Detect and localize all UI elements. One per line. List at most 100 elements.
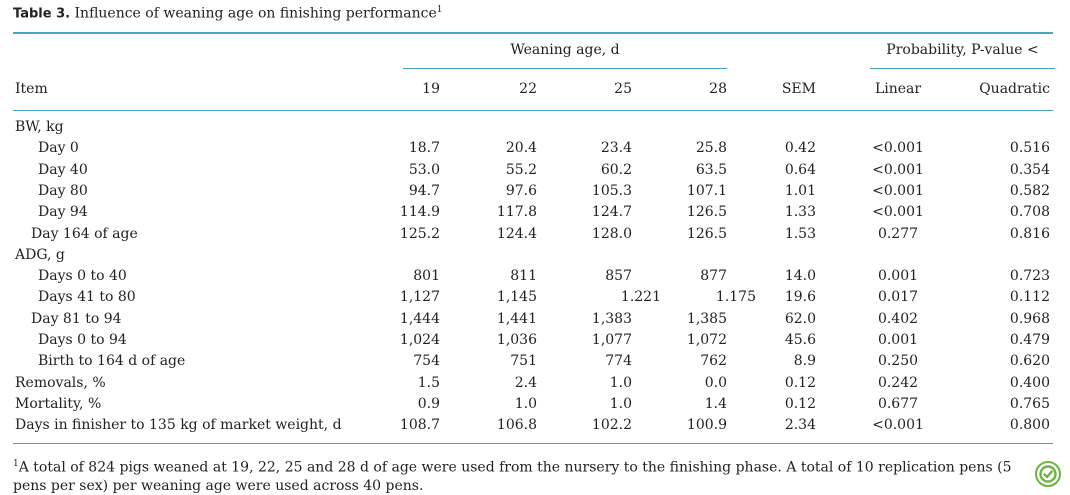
cell-col-quadratic: 0.516: [1009, 140, 1050, 157]
cell-col-19: 0.9: [417, 395, 440, 412]
header-col-sem: SEM: [781, 81, 816, 97]
cell-col-linear: 0.001: [877, 332, 919, 348]
cell-col-28: 107.1: [686, 182, 727, 199]
header-col-linear: Linear: [874, 81, 922, 97]
cell-col-28: 126.5: [686, 225, 727, 242]
cell-col-25: 1.0: [609, 374, 632, 391]
row-label: Day 80: [38, 182, 88, 199]
cell-col-quadratic: 0.400: [1009, 374, 1050, 391]
cell-col-28: 1,385: [686, 310, 727, 327]
row-label: Day 0: [38, 140, 79, 157]
table-footnote: 1A total of 824 pigs weaned at 19, 22, 2…: [13, 455, 1023, 495]
cell-col-19: 18.7: [408, 140, 440, 157]
cell-col-19: 1,444: [399, 310, 440, 327]
cell-col-linear: 0.001: [877, 268, 919, 285]
cell-col-sem: 1.53: [784, 225, 816, 242]
cell-col-quadratic: 0.800: [1009, 417, 1050, 434]
cell-col-25: 105.3: [591, 182, 632, 199]
cell-col-22: 55.2: [505, 161, 537, 178]
row-label: ADG, g: [15, 246, 65, 263]
row-label: Day 164 of age: [31, 225, 138, 242]
cell-col-sem: 0.64: [784, 161, 816, 178]
header-group-probability: Probability, P-value <: [886, 42, 1039, 58]
cell-col-quadratic: 0.765: [1009, 395, 1050, 412]
cell-col-22: 811: [510, 268, 537, 285]
cell-col-19: 1,024: [399, 332, 440, 348]
cell-col-22: 1,036: [496, 332, 537, 348]
cell-col-quadratic: 0.582: [1009, 182, 1050, 199]
cell-col-25: 102.2: [591, 417, 632, 434]
cell-col-19: 801: [413, 268, 440, 285]
cell-col-19: 108.7: [399, 417, 440, 434]
cell-col-28: 762: [700, 353, 727, 370]
cell-col-linear: 0.277: [877, 225, 919, 242]
cell-col-19: 94.7: [408, 182, 440, 199]
cell-col-25: 857: [605, 268, 632, 285]
open-access-badge-icon[interactable]: [1035, 461, 1061, 487]
cell-col-linear: <0.001: [872, 417, 924, 434]
row-label: BW, kg: [15, 119, 64, 135]
header-span-rule-probability: [870, 68, 1055, 69]
cell-col-25: 128.0: [591, 225, 632, 242]
footnote-mark: 1: [13, 459, 19, 469]
cell-col-sem: 0.12: [784, 374, 816, 391]
cell-col-sem: 19.6: [784, 289, 816, 306]
cell-col-22: 751: [510, 353, 537, 370]
cell-col-quadratic: 0.968: [1009, 310, 1050, 327]
cell-col-linear: 0.242: [877, 374, 919, 391]
cell-col-25: 60.2: [600, 161, 632, 178]
cell-col-sem: 14.0: [784, 268, 816, 285]
cell-col-sem: 0.42: [784, 140, 816, 157]
cell-col-19: 754: [413, 353, 440, 370]
cell-col-28: 1.4: [704, 395, 727, 412]
cell-col-28: 1,072: [686, 332, 727, 348]
header-col-25: 25: [614, 81, 632, 97]
cell-col-19: 1,127: [399, 289, 440, 306]
cell-col-22: 97.6: [505, 182, 537, 199]
cell-col-linear: 0.677: [877, 395, 919, 412]
cell-col-sem: 45.6: [784, 332, 816, 348]
cell-col-quadratic: 0.816: [1009, 225, 1050, 242]
cell-col-28: 25.8: [695, 140, 727, 157]
cell-col-sem: 8.9: [793, 353, 816, 370]
header-span-rule-weaning: [403, 68, 727, 69]
cell-col-28: 1.175: [715, 289, 756, 306]
cell-col-28: 877: [700, 268, 727, 285]
cell-col-linear: 0.402: [877, 310, 919, 327]
row-label: Day 40: [38, 161, 88, 178]
cell-col-linear: <0.001: [872, 204, 924, 221]
cell-col-22: 124.4: [496, 225, 537, 242]
table-top-rule: [13, 32, 1053, 34]
cell-col-19: 114.9: [399, 204, 440, 221]
cell-col-sem: 1.33: [784, 204, 816, 221]
cell-col-19: 125.2: [399, 225, 440, 242]
cell-col-22: 106.8: [496, 417, 537, 434]
cell-col-linear: <0.001: [872, 161, 924, 178]
row-label: Days 41 to 80: [38, 289, 136, 306]
footnote-text: A total of 824 pigs weaned at 19, 22, 25…: [13, 459, 1012, 494]
cell-col-linear: <0.001: [872, 140, 924, 157]
cell-col-22: 1.0: [514, 395, 537, 412]
header-group-weaning-age: Weaning age, d: [510, 42, 620, 58]
cell-col-22: 2.4: [514, 374, 537, 391]
cell-col-sem: 2.34: [784, 417, 816, 434]
header-col-quadratic: Quadratic: [979, 81, 1050, 97]
row-label: Day 94: [38, 204, 88, 221]
cell-col-22: 1,441: [496, 310, 537, 327]
cell-col-quadratic: 0.620: [1009, 353, 1050, 370]
cell-col-22: 117.8: [496, 204, 537, 221]
cell-col-25: 1.0: [609, 395, 632, 412]
cell-col-sem: 0.12: [784, 395, 816, 412]
row-label: Days in finisher to 135 kg of market wei…: [15, 417, 342, 434]
cell-col-22: 20.4: [505, 140, 537, 157]
header-col-19: 19: [422, 81, 440, 97]
header-col-28: 28: [709, 81, 727, 97]
cell-col-28: 126.5: [686, 204, 727, 221]
cell-col-28: 63.5: [695, 161, 727, 178]
table-caption: Table 3. Influence of weaning age on fin…: [13, 5, 443, 22]
cell-col-25: 124.7: [591, 204, 632, 221]
cell-col-quadratic: 0.354: [1009, 161, 1050, 178]
cell-col-linear: 0.017: [877, 289, 919, 306]
row-label: Day 81 to 94: [31, 310, 122, 327]
header-col-22: 22: [519, 81, 537, 97]
